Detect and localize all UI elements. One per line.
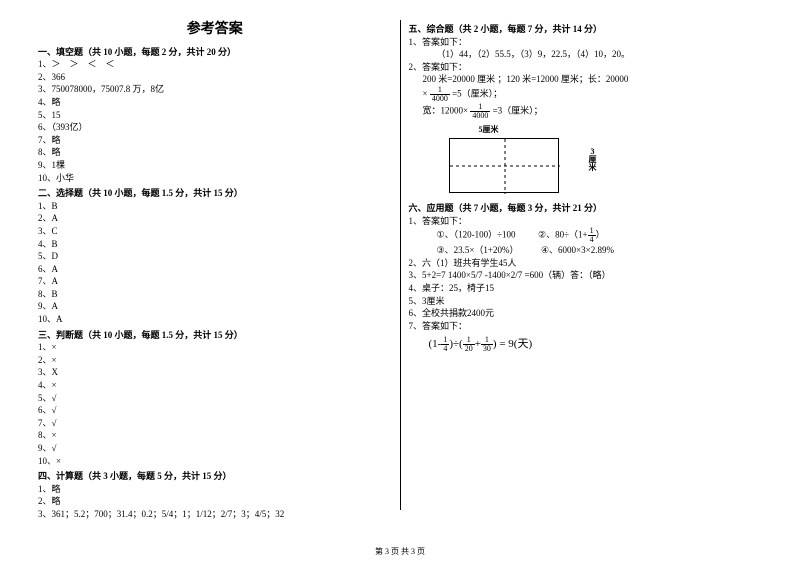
page-footer: 第 3 页 共 3 页 bbox=[0, 546, 800, 557]
s3-i1: 1、× bbox=[38, 341, 392, 354]
s6-q4: 4、桌子：25，椅子15 bbox=[409, 282, 763, 295]
s3-i9: 9、√ bbox=[38, 442, 392, 455]
s5-q2c-pre: 宽：12000× bbox=[423, 106, 471, 116]
s2-i8: 8、B bbox=[38, 288, 392, 301]
dash-lines-icon bbox=[450, 139, 560, 194]
section-4-heading: 四、计算题（共 3 小题，每题 5 分，共计 15 分） bbox=[38, 470, 392, 483]
s1-i4: 4、略 bbox=[38, 96, 392, 109]
s1-i9: 9、1棵 bbox=[38, 159, 392, 172]
s6-q1: 1、答案如下： bbox=[409, 215, 763, 228]
s5-q2b-pre: × bbox=[423, 89, 430, 99]
left-column: 参考答案 一、填空题（共 10 小题，每题 2 分，共计 20 分） 1、＞ ＞… bbox=[30, 20, 401, 510]
page-container: 参考答案 一、填空题（共 10 小题，每题 2 分，共计 20 分） 1、＞ ＞… bbox=[0, 0, 800, 520]
s6-q7: 7、答案如下： bbox=[409, 320, 763, 333]
s3-i10: 10、× bbox=[38, 455, 392, 468]
s1-i5: 5、15 bbox=[38, 109, 392, 122]
s6-line1: ①、（120-100）÷100 ②、80÷（1+14） bbox=[437, 227, 763, 244]
s5-q2b: × 1 4000 =5（厘米）； bbox=[423, 86, 763, 103]
s2-i7: 7、A bbox=[38, 275, 392, 288]
f-post: ) = 9(天) bbox=[493, 338, 532, 350]
s2-i9: 9、A bbox=[38, 300, 392, 313]
f-mid: )÷( bbox=[449, 338, 462, 350]
fraction-1-4000b: 1 4000 bbox=[470, 103, 490, 120]
s4-i3: 3、361；5.2；700；31.4；0.2；5/4；1；1/12；2/7；3；… bbox=[38, 508, 392, 521]
s3-i4: 4、× bbox=[38, 379, 392, 392]
s3-i5: 5、√ bbox=[38, 392, 392, 405]
section-6-heading: 六、应用题（共 7 小题，每题 3 分，共计 21 分） bbox=[409, 202, 763, 215]
s3-i2: 2、× bbox=[38, 354, 392, 367]
s1-i8: 8、略 bbox=[38, 146, 392, 159]
section-3-heading: 三、判断题（共 10 小题，每题 1.5 分，共计 15 分） bbox=[38, 329, 392, 342]
s2-i4: 4、B bbox=[38, 238, 392, 251]
fraction-1-4000a: 1 4000 bbox=[430, 86, 450, 103]
section-5-heading: 五、综合题（共 2 小题，每题 7 分，共计 14 分） bbox=[409, 23, 763, 36]
frac-1-20: 120 bbox=[463, 336, 475, 353]
s1-i10: 10、小华 bbox=[38, 172, 392, 185]
s5-q1a: （1）44，（2）55.5，（3）9，22.5，（4）10，20。 bbox=[437, 48, 763, 61]
s1-i1: 1、＞ ＞ ＜ ＜ bbox=[38, 58, 392, 71]
frac-den: 4000 bbox=[430, 95, 450, 103]
r3: 米 bbox=[589, 163, 597, 172]
l1b-post: ） bbox=[596, 230, 605, 240]
rect-box bbox=[449, 138, 559, 193]
s2-i5: 5、D bbox=[38, 250, 392, 263]
s2-i10: 10、A bbox=[38, 313, 392, 326]
f-pre: (1- bbox=[429, 338, 442, 350]
s2-i6: 6、A bbox=[38, 263, 392, 276]
s5-q2c-post: =3（厘米）； bbox=[493, 106, 543, 116]
l1a: ①、（120-100）÷100 bbox=[437, 230, 516, 240]
d: 4 bbox=[588, 236, 596, 244]
s3-i7: 7、√ bbox=[38, 417, 392, 430]
s1-i3: 3、750078000，75007.8 万，8亿 bbox=[38, 83, 392, 96]
rectangle-diagram: 5厘米 3 厘 米 bbox=[449, 126, 579, 196]
s6-formula: (1-14)÷(120+130) = 9(天) bbox=[429, 336, 763, 353]
s6-q6: 6、全校共捐款2400元 bbox=[409, 307, 763, 320]
s6-q2: 2、六（1）班共有学生45人 bbox=[409, 257, 763, 270]
s5-q2b-post: =5（厘米）； bbox=[452, 89, 502, 99]
section-1-heading: 一、填空题（共 10 小题，每题 2 分，共计 20 分） bbox=[38, 46, 392, 59]
s3-i6: 6、√ bbox=[38, 404, 392, 417]
s6-line2: ③、23.5×（1+20%） ④、6000×3×2.89% bbox=[437, 244, 763, 257]
s5-q2c: 宽：12000× 1 4000 =3（厘米）； bbox=[423, 103, 763, 120]
frac-1-30: 130 bbox=[481, 336, 493, 353]
l2a: ③、23.5×（1+20%） bbox=[437, 245, 519, 255]
s1-i6: 6、（393亿） bbox=[38, 121, 392, 134]
s5-q2: 2、答案如下： bbox=[409, 61, 763, 74]
fraction-1-4: 14 bbox=[588, 227, 596, 244]
l1b-pre: ②、80÷（1+ bbox=[538, 230, 588, 240]
s5-q1: 1、答案如下： bbox=[409, 36, 763, 49]
rect-right-label: 3 厘 米 bbox=[589, 148, 597, 172]
s2-i3: 3、C bbox=[38, 225, 392, 238]
s1-i2: 2、366 bbox=[38, 71, 392, 84]
right-column: 五、综合题（共 2 小题，每题 7 分，共计 14 分） 1、答案如下： （1）… bbox=[401, 20, 771, 510]
s6-q3: 3、5+2=7 1400×5/7 -1400×2/7 =600（辆）答：（略） bbox=[409, 269, 763, 282]
s3-i3: 3、X bbox=[38, 366, 392, 379]
rect-top-label: 5厘米 bbox=[479, 124, 499, 135]
s3-i8: 8、× bbox=[38, 429, 392, 442]
l2b: ④、6000×3×2.89% bbox=[541, 245, 614, 255]
s2-i1: 1、B bbox=[38, 200, 392, 213]
s4-i1: 1、略 bbox=[38, 483, 392, 496]
frac-den: 4000 bbox=[470, 112, 490, 120]
s1-i7: 7、略 bbox=[38, 134, 392, 147]
s5-q2a: 200 米=20000 厘米 ；120 米=12000 厘米；长：20000 bbox=[423, 73, 763, 86]
doc-title: 参考答案 bbox=[38, 20, 392, 40]
s6-q5: 5、3厘米 bbox=[409, 295, 763, 308]
section-2-heading: 二、选择题（共 10 小题，每题 1.5 分，共计 15 分） bbox=[38, 187, 392, 200]
s4-i2: 2、略 bbox=[38, 495, 392, 508]
s2-i2: 2、A bbox=[38, 212, 392, 225]
